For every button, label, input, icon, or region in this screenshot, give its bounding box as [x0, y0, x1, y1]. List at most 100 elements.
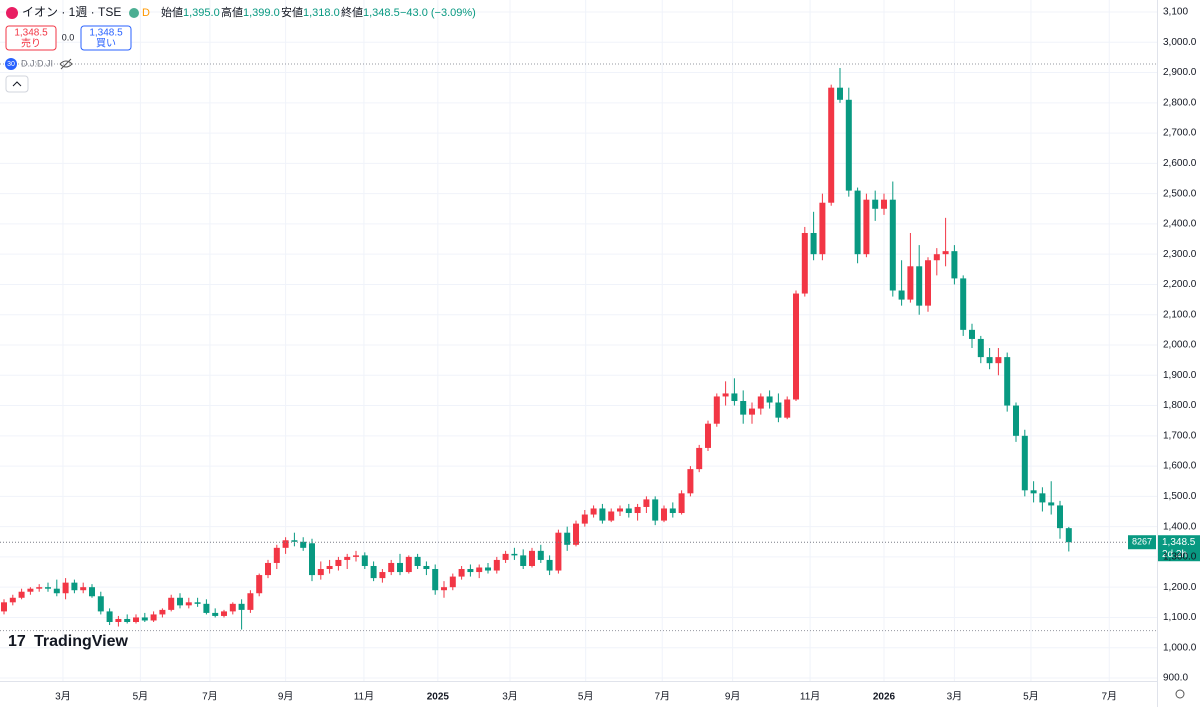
candle-body — [388, 562, 395, 573]
close-value: 1,348.5 — [363, 7, 400, 19]
candle-body — [529, 550, 535, 566]
x-tick-label: 9月 — [278, 691, 294, 703]
y-tick-label: 2,800.0 — [1163, 97, 1197, 108]
candle-body — [1013, 405, 1019, 436]
candle-body — [212, 612, 219, 616]
collapse-icon[interactable] — [12, 81, 22, 87]
candle-body — [564, 532, 571, 545]
candle-body — [1065, 528, 1072, 543]
candle-body — [36, 587, 43, 589]
candle-body — [441, 587, 447, 591]
candle-body — [986, 357, 993, 364]
candle-body — [265, 562, 271, 576]
y-tick-label: 1,500.0 — [1163, 491, 1197, 502]
candle-body — [828, 87, 835, 203]
candle-body — [97, 596, 104, 612]
status-dot — [129, 8, 139, 18]
candle-body — [854, 190, 861, 255]
y-tick-label: 2,400.0 — [1163, 219, 1197, 230]
candle-body — [159, 609, 166, 615]
candle-body — [643, 499, 650, 507]
candle-body — [432, 569, 439, 591]
open-value: 1,395.0 — [183, 7, 220, 19]
candle-body — [819, 202, 826, 255]
candle-body — [740, 401, 747, 415]
candle-body — [942, 251, 949, 255]
candle-body — [731, 393, 738, 402]
x-tick-label: 3月 — [502, 691, 518, 703]
hide-icon[interactable] — [59, 58, 73, 70]
compare-badge: 30 — [7, 61, 15, 68]
candle-body — [969, 329, 975, 339]
y-tick-label: 1,000.0 — [1163, 642, 1197, 653]
candle-body — [124, 618, 131, 622]
buy-button[interactable] — [80, 25, 132, 51]
candle-body — [555, 532, 562, 571]
candle-body — [53, 588, 60, 594]
candle-body — [775, 402, 782, 418]
candle-body — [476, 567, 483, 573]
candle-body — [89, 587, 95, 597]
y-tick-label: 2,900.0 — [1163, 67, 1197, 78]
x-tick-label: 7月 — [1101, 691, 1117, 703]
candle-body — [837, 87, 843, 100]
y-tick-label: 2,600.0 — [1163, 158, 1197, 169]
compare-icon — [5, 58, 17, 70]
x-tick-label: 3月 — [55, 691, 71, 703]
candle-body — [502, 553, 509, 560]
candle-body — [71, 582, 78, 591]
volume-label: 8267 — [1132, 537, 1152, 547]
sell-button[interactable] — [5, 25, 57, 51]
buy-price[interactable]: 1,348.5 — [89, 28, 123, 39]
y-tick-label: 2,200.0 — [1163, 279, 1197, 290]
candle-body — [317, 569, 324, 576]
candle-body — [423, 565, 430, 570]
candle-body — [537, 550, 544, 560]
candles — [1, 68, 1072, 630]
candle-body — [458, 569, 465, 577]
candle-body — [1057, 505, 1063, 529]
axis-border — [0, 681, 1158, 682]
candle-body — [960, 278, 967, 330]
change: −43.0 (−3.09%) — [400, 7, 476, 19]
candle-body — [845, 99, 852, 191]
candle-body — [617, 508, 623, 512]
candle-body — [273, 547, 280, 563]
y-tick-label: 3,100 — [1163, 7, 1188, 18]
candle-body — [581, 514, 588, 524]
candle-body — [45, 587, 51, 589]
x-tick-label: 5月 — [578, 691, 594, 703]
candle-body — [370, 565, 377, 579]
candle-body — [889, 199, 896, 291]
sell-label[interactable]: 売り — [21, 37, 41, 50]
candle-body — [115, 618, 122, 622]
buy-label[interactable]: 買い — [96, 38, 116, 50]
candle-body — [810, 232, 817, 255]
high-label: 高値 — [221, 5, 243, 19]
candle-body — [27, 588, 34, 592]
settings-icon[interactable] — [1175, 689, 1185, 699]
close-label: 終値 — [341, 5, 363, 19]
candle-body — [414, 556, 421, 566]
candle-body — [80, 587, 87, 591]
candle-body — [361, 555, 368, 566]
sell-price[interactable]: 1,348.5 — [14, 28, 48, 39]
candle-body — [291, 540, 298, 542]
candle-body — [1030, 490, 1037, 494]
collapse-button[interactable] — [5, 75, 29, 93]
candle-body — [379, 572, 386, 579]
candle-body — [106, 611, 113, 622]
y-tick-label: 1,600.0 — [1163, 461, 1197, 472]
y-tick-label: 2,500.0 — [1163, 188, 1197, 199]
candle-body — [951, 251, 958, 279]
candle-body — [229, 603, 236, 612]
last-price-label: 1,348.5 — [1162, 537, 1196, 548]
candle-body — [801, 232, 808, 294]
candle-body — [282, 540, 289, 548]
candle-body — [177, 597, 183, 606]
candle-body — [687, 469, 694, 494]
symbol: イオン · 1週 · TSE — [22, 5, 121, 19]
y-tick-label: 1,700.0 — [1163, 430, 1197, 441]
